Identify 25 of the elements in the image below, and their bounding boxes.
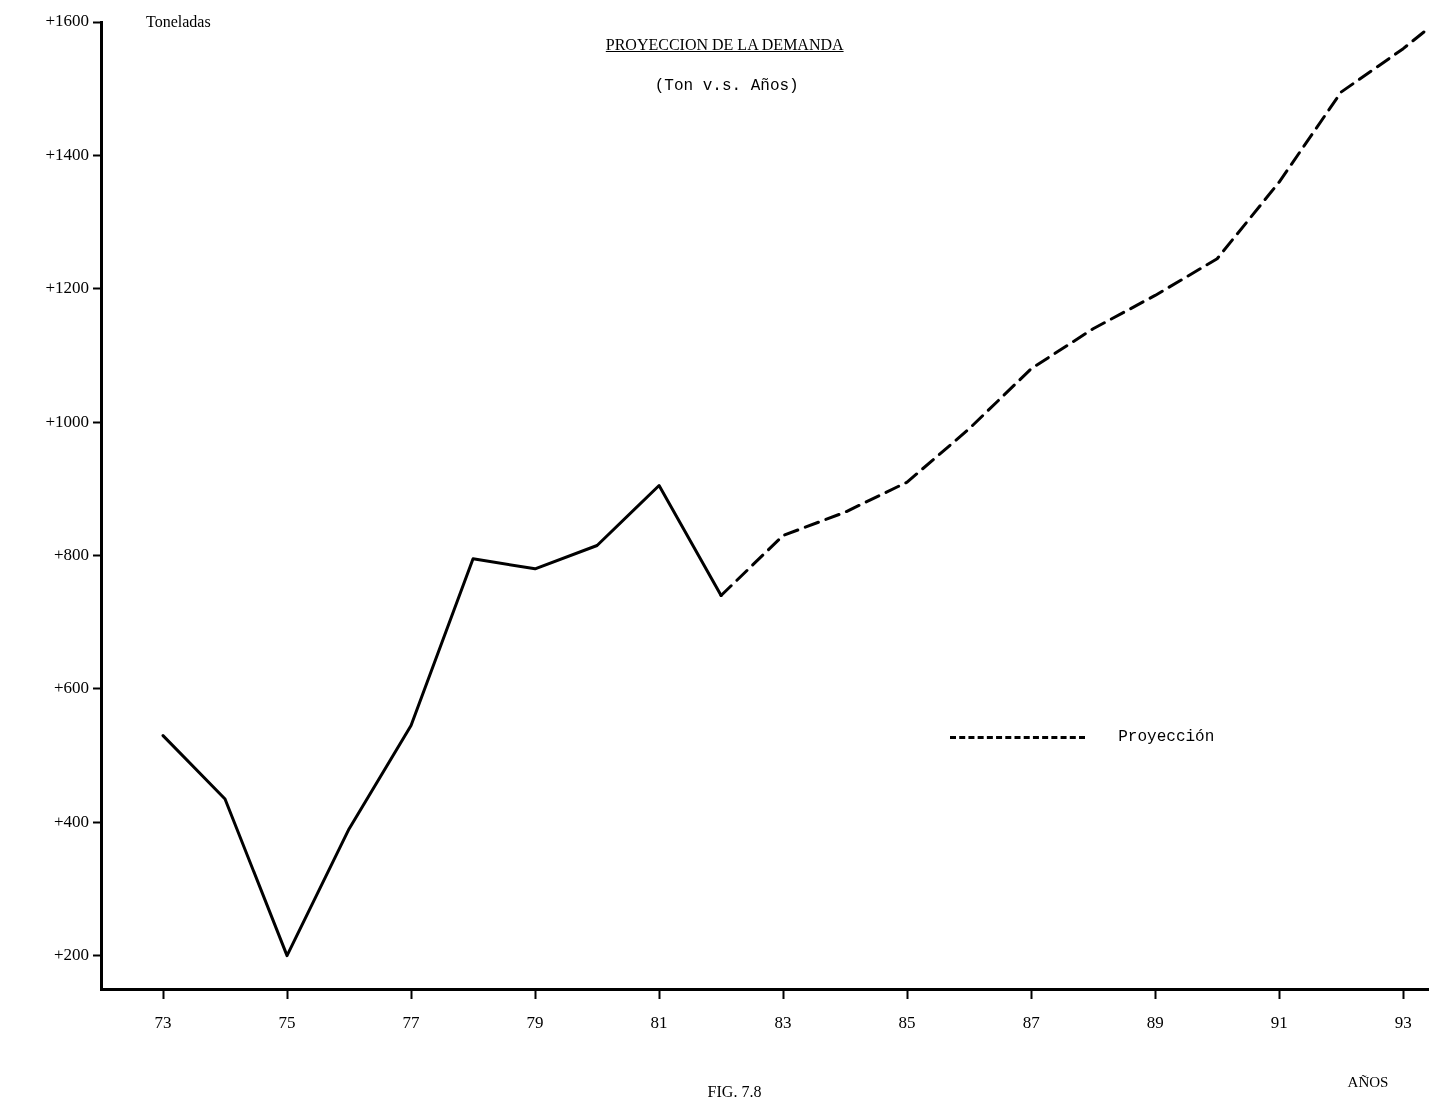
y-tick-label: +600: [53, 678, 89, 698]
x-tick-label: 79: [526, 1012, 544, 1032]
y-tick-label: +1000: [45, 411, 89, 431]
y-tick-label: +1200: [45, 278, 89, 298]
x-tick-label: 73: [154, 1012, 172, 1032]
y-tick-label: +1600: [45, 11, 89, 31]
y-tick-label: +400: [53, 811, 89, 831]
x-tick-label: 77: [402, 1012, 421, 1032]
x-axis-title: AÑOS: [1347, 1074, 1389, 1090]
x-tick-label: 89: [1146, 1012, 1164, 1032]
y-tick-label: +800: [53, 544, 89, 564]
x-tick-label: 91: [1270, 1012, 1288, 1032]
x-tick-label: 75: [278, 1012, 296, 1032]
text: Proyección: [1118, 728, 1215, 746]
text: PROYECCION DE LA DEMANDA: [605, 36, 844, 54]
x-tick-label: 85: [898, 1012, 916, 1032]
x-tick-label: 87: [1022, 1012, 1041, 1032]
x-tick-label: 83: [774, 1012, 792, 1032]
x-tick-label: 93: [1394, 1012, 1412, 1032]
y-tick-label: +200: [53, 945, 89, 965]
y-tick-label: +1400: [45, 144, 89, 164]
y-axis-title: Toneladas: [146, 13, 211, 30]
caption: FIG. 7.8: [707, 1083, 762, 1100]
text: (Ton v.s. Años): [654, 77, 799, 95]
x-tick-label: 81: [650, 1012, 668, 1032]
